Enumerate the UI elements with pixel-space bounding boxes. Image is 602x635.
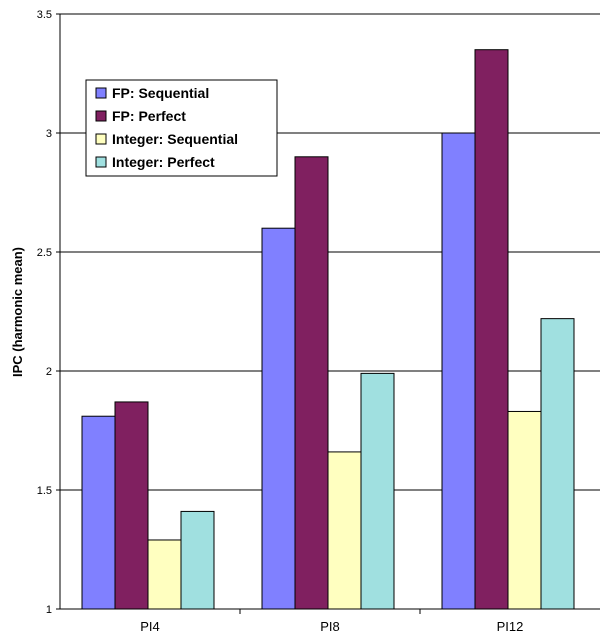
y-tick-label: 2 [46,366,52,378]
y-tick-label: 2.5 [37,247,52,259]
x-category-label: PI12 [497,619,524,634]
bar-pi12-integer-sequential [507,410,542,610]
bar-pi8-integer-perfect [360,372,395,610]
bars [81,49,575,610]
y-tick-label: 1.5 [37,485,52,497]
legend-label: Integer: Perfect [112,154,215,170]
legend-box [85,79,278,177]
legend-swatch [95,110,107,122]
legend-swatch [95,133,107,145]
bar-pi8-integer-sequential [327,451,362,610]
bar-pi12-fp-sequential [441,132,476,610]
y-tick-labels: 1 1.5 2 2.5 3 3.5 [37,9,52,616]
bar-pi8-fp-perfect [294,156,329,610]
bar-pi4-integer-sequential [147,539,182,610]
y-tick-label: 3 [46,128,52,140]
legend-swatch [95,87,107,99]
bar-pi12-fp-perfect [474,49,509,610]
axes [56,13,600,614]
bar-pi4-fp-sequential [81,415,116,610]
legend: FP: Sequential FP: Perfect Integer: Sequen… [85,79,278,177]
bar-pi8-fp-sequential [261,227,296,610]
x-category-label: PI4 [140,619,160,634]
legend-label: FP: Sequential [112,85,209,101]
bar-pi4-integer-perfect [180,510,215,610]
x-category-labels: PI4 PI8 PI12 [140,619,523,634]
legend-label: Integer: Sequential [112,131,238,147]
y-axis-label: IPC (harmonic mean) [10,247,25,377]
legend-label: FP: Perfect [112,108,186,124]
x-category-label: PI8 [320,619,340,634]
legend-swatch [95,156,107,168]
bar-pi12-integer-perfect [540,318,575,610]
bar-pi4-fp-perfect [114,401,149,610]
y-tick-label: 3.5 [37,9,52,21]
y-tick-label: 1 [46,604,52,616]
